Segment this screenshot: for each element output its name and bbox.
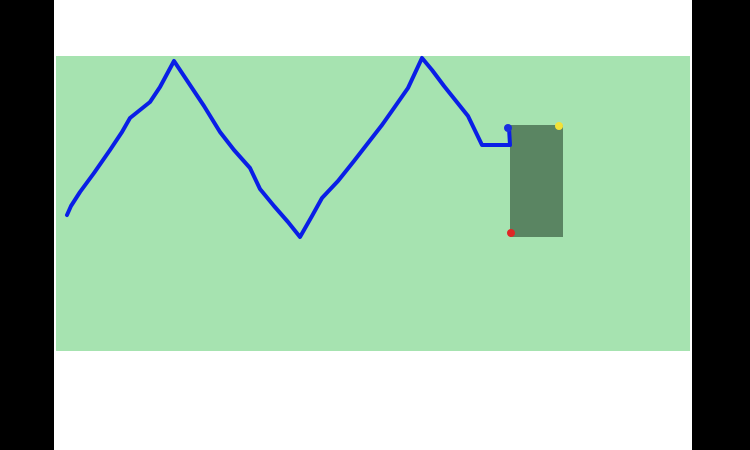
red-corner-marker-icon: [507, 229, 515, 237]
drawn-trail-line: [65, 56, 512, 239]
yellow-corner-marker-icon: [555, 122, 563, 130]
play-area[interactable]: [56, 56, 690, 351]
dark-green-block[interactable]: [510, 125, 563, 237]
game-viewport[interactable]: [54, 0, 692, 450]
game-canvas[interactable]: [54, 0, 692, 450]
blue-corner-marker-icon: [504, 124, 512, 132]
